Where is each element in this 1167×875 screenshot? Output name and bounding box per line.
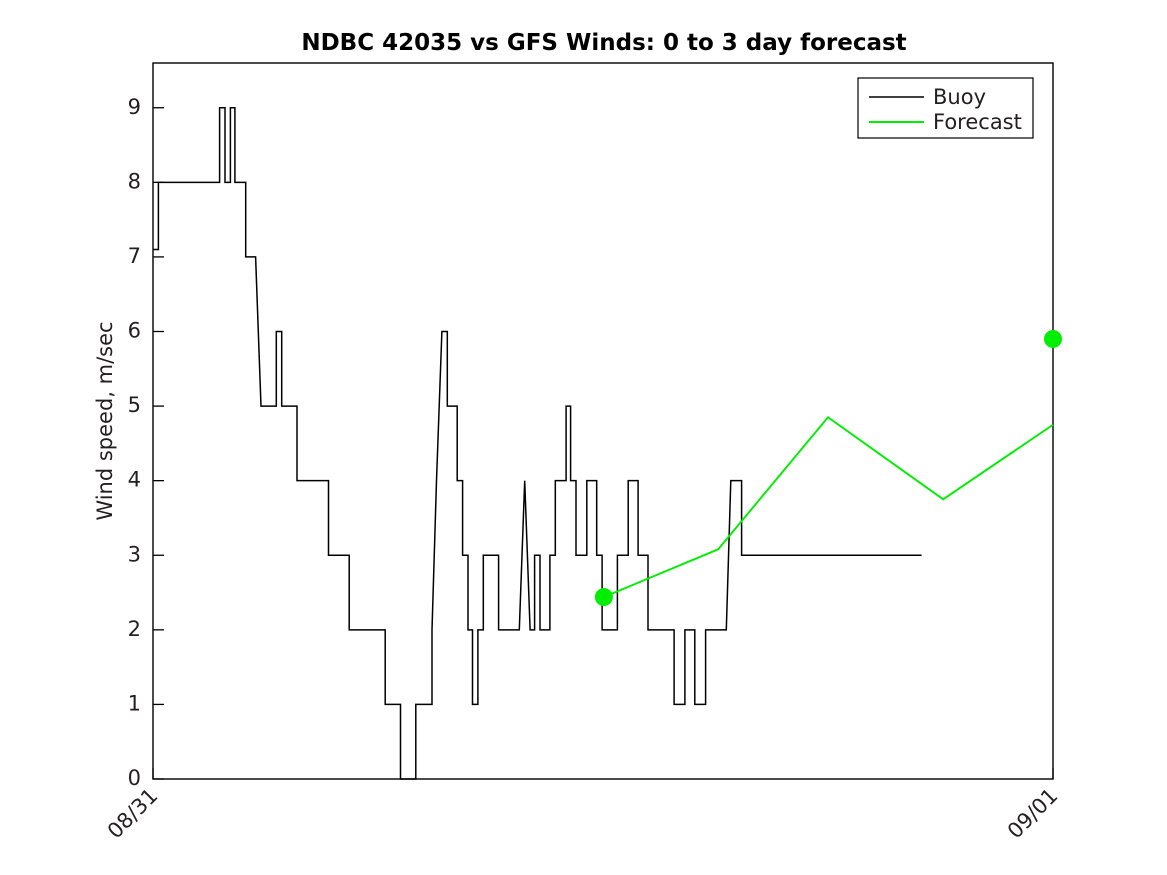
buoy-series-line xyxy=(153,107,922,780)
legend-label-forecast: Forecast xyxy=(933,110,1022,134)
y-tick-label: 4 xyxy=(128,468,141,492)
y-tick-label: 0 xyxy=(128,766,141,790)
y-tick-label: 7 xyxy=(128,244,141,268)
forecast-marker-point xyxy=(594,588,613,607)
y-tick-label: 8 xyxy=(128,169,141,193)
x-tick-label: 08/31 xyxy=(103,784,163,844)
y-tick-label: 1 xyxy=(128,691,141,715)
y-tick-label: 9 xyxy=(128,95,141,119)
legend-box xyxy=(857,77,1034,139)
y-axis-title: Wind speed, m/sec xyxy=(93,321,117,520)
chart-title: NDBC 42035 vs GFS Winds: 0 to 3 day fore… xyxy=(301,30,906,56)
forecast-marker-point xyxy=(1044,329,1062,348)
forecast-series-line xyxy=(603,415,1054,598)
series-group xyxy=(153,107,1062,780)
legend: Buoy Forecast xyxy=(857,77,1034,139)
y-axis-ticks: 0 1 2 3 4 5 6 7 8 9 xyxy=(128,95,164,790)
y-tick-label: 2 xyxy=(128,617,141,641)
y-tick-label: 5 xyxy=(128,393,141,417)
legend-label-buoy: Buoy xyxy=(933,85,986,109)
x-tick-label: 09/01 xyxy=(1003,784,1063,844)
y-tick-label: 3 xyxy=(128,542,141,566)
forecast-markers xyxy=(594,329,1062,607)
y-tick-label: 6 xyxy=(128,319,141,343)
plot-frame xyxy=(152,62,1054,780)
